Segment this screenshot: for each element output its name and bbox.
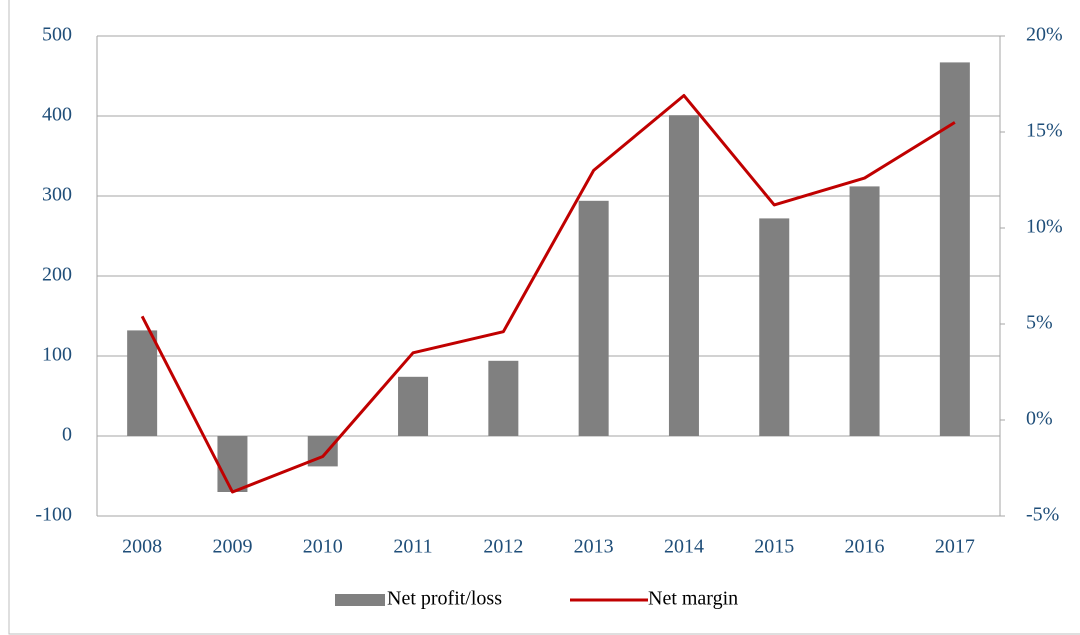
bar (849, 186, 880, 436)
bar (759, 218, 790, 436)
y-tick-label: 300 (42, 184, 72, 206)
y2-tick-label: 5% (1026, 312, 1053, 334)
y-tick-label: 0 (62, 424, 72, 446)
x-tick-label: 2015 (754, 536, 794, 558)
x-tick-label: 2016 (845, 536, 885, 558)
x-tick-label: 2009 (212, 536, 252, 558)
x-tick-label: 2017 (935, 536, 975, 558)
y-tick-label: 500 (42, 24, 72, 46)
y-tick-label: 400 (42, 104, 72, 126)
line (140, 94, 956, 494)
x-tick-label: 2014 (664, 536, 704, 558)
legend-label: Net margin (648, 588, 738, 610)
x-tick-label: 2011 (393, 536, 432, 558)
y2-tick-label: 20% (1026, 24, 1063, 46)
legend-label: Net profit/loss (387, 588, 502, 610)
x-tick-label: 2013 (574, 536, 614, 558)
y2-tick-label: 15% (1026, 120, 1063, 142)
bar (488, 360, 519, 436)
chart-frame (8, 0, 1080, 635)
bar (939, 62, 970, 437)
bar (127, 330, 158, 436)
y-tick-label: 200 (42, 264, 72, 286)
bar (398, 376, 429, 436)
bar (217, 436, 248, 492)
x-tick-label: 2008 (122, 536, 162, 558)
y-tick-label: -100 (35, 504, 72, 526)
x-tick-label: 2010 (303, 536, 343, 558)
legend-swatch (335, 594, 385, 606)
y2-tick-label: 10% (1026, 216, 1063, 238)
y2-tick-label: 0% (1026, 408, 1053, 430)
y-tick-label: 100 (42, 344, 72, 366)
bar (578, 200, 609, 436)
bar (668, 115, 699, 436)
x-tick-label: 2012 (483, 536, 523, 558)
y2-tick-label: -5% (1026, 504, 1059, 526)
